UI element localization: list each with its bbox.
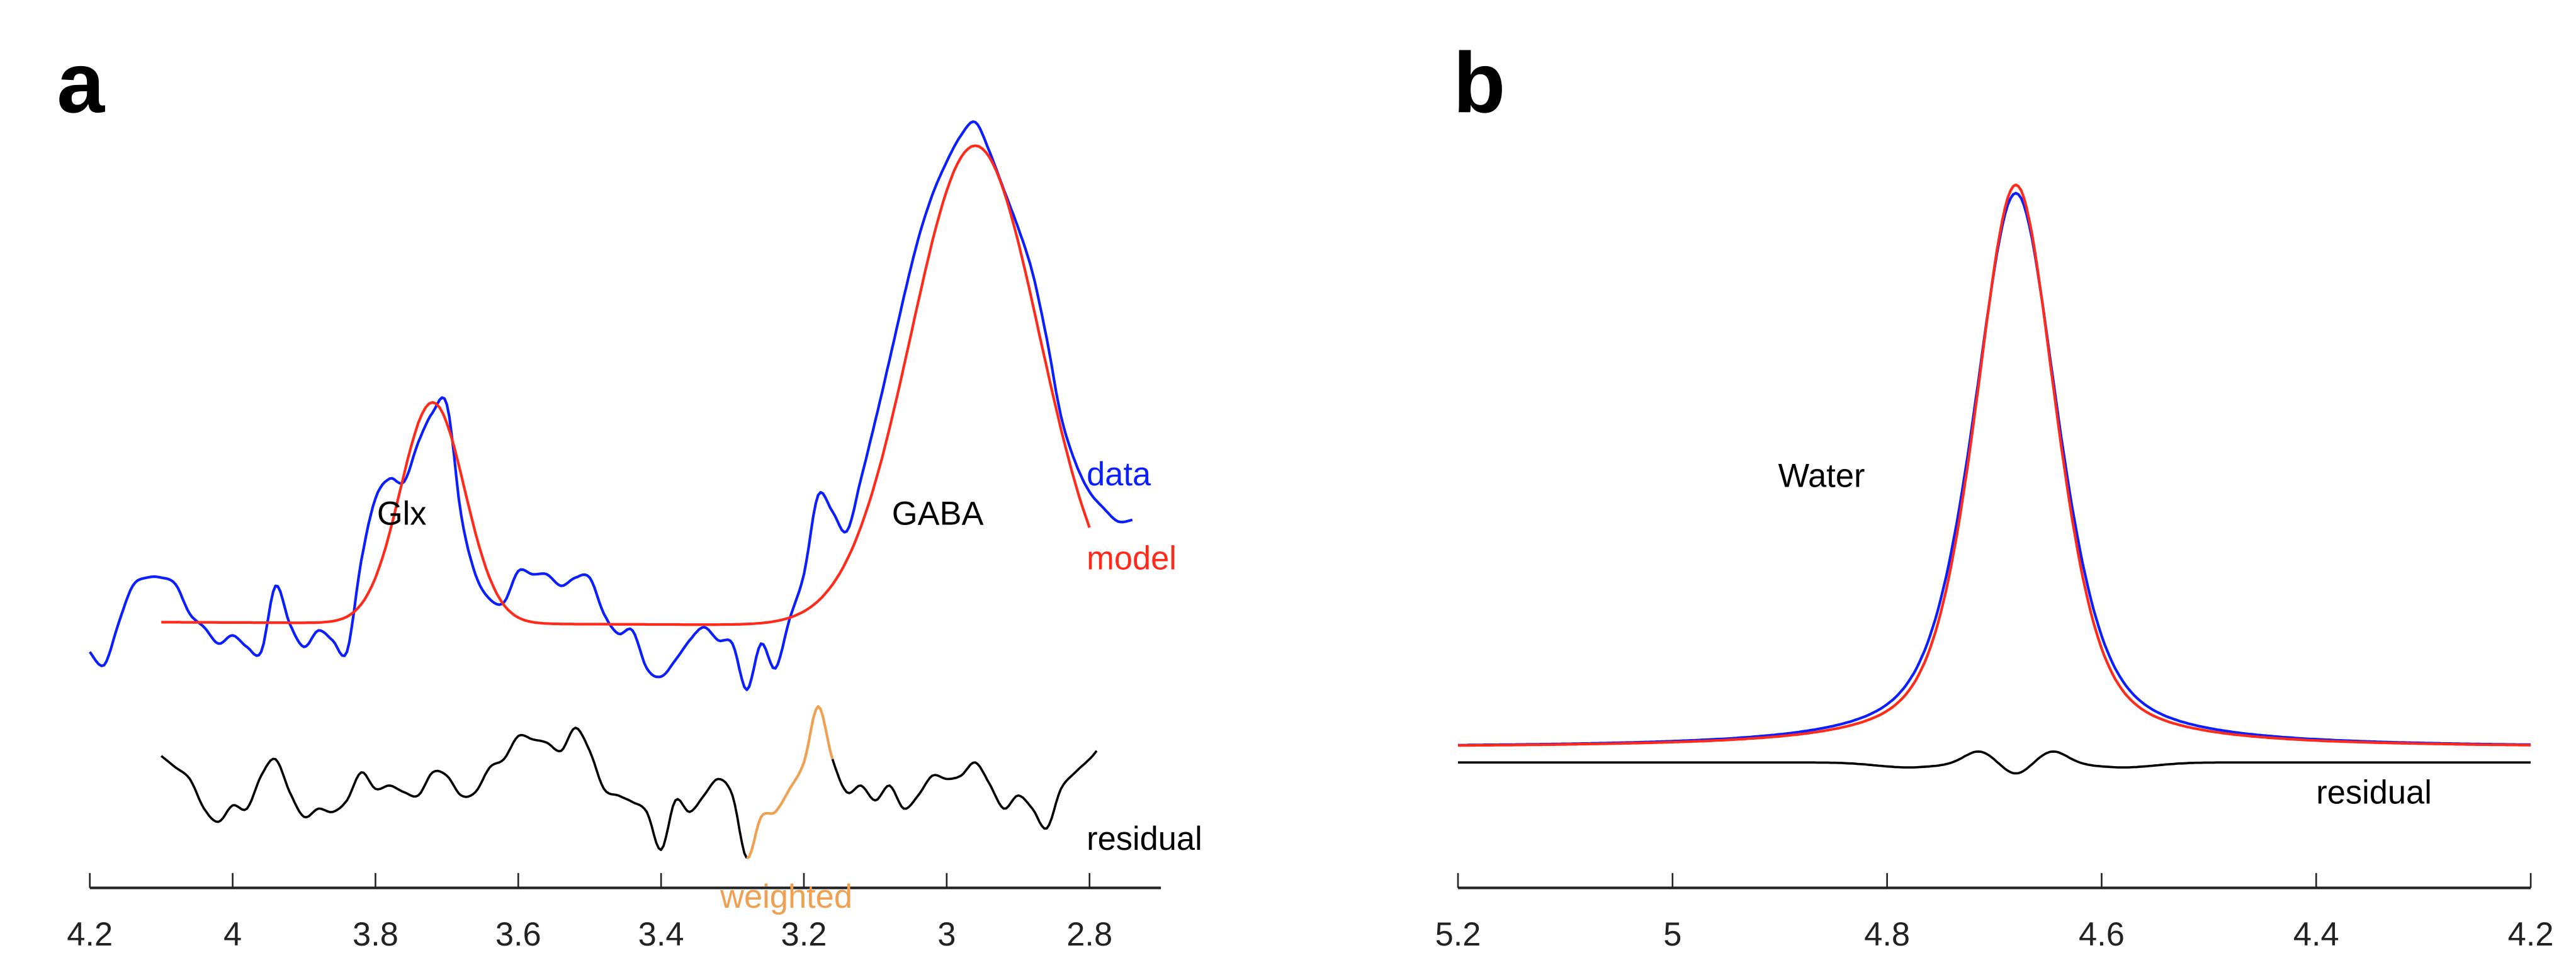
panel-b: 5.2 5 4.8 4.6 4.4 4.2 <box>1435 183 2554 953</box>
residual-curve-a <box>160 726 749 859</box>
x-tick-label: 4.2 <box>67 917 113 953</box>
residual-curve-a-right <box>831 750 1098 830</box>
water-label: Water <box>1778 458 1865 494</box>
x-tick-label: 3.4 <box>638 917 684 953</box>
gaba-label: GABA <box>892 496 984 533</box>
panel-label-b: b <box>1453 35 1505 130</box>
panel-a: 4.2 4 3.8 3.6 3.4 3.2 3 2.8 <box>67 120 1161 953</box>
x-tick-label: 3.6 <box>495 917 541 953</box>
x-tick-label: 3 <box>937 917 956 953</box>
model-curve-b <box>1458 183 2531 747</box>
x-tick-label: 5 <box>1663 917 1681 953</box>
data-legend: data <box>1087 456 1151 493</box>
residual-curve-b <box>1458 750 2531 775</box>
x-tick-label: 4.8 <box>1864 917 1910 953</box>
x-tick-label: 5.2 <box>1435 917 1481 953</box>
x-tick-label: 4.6 <box>2079 917 2125 953</box>
x-tick-label: 4 <box>223 917 242 953</box>
x-tick-label: 3.2 <box>781 917 827 953</box>
model-curve-a <box>161 144 1091 626</box>
glx-label: Glx <box>377 496 427 533</box>
x-tick-label: 4.4 <box>2293 917 2339 953</box>
residual-label-a: residual <box>1087 821 1202 857</box>
x-tick-label: 3.8 <box>353 917 398 953</box>
panel-label-a: a <box>57 35 105 130</box>
residual-label-b: residual <box>2316 775 2432 811</box>
x-tick-label: 2.8 <box>1066 917 1112 953</box>
weighted-label: weighted <box>720 879 852 915</box>
data-curve-a <box>88 120 1133 691</box>
weighted-residual-curve <box>746 704 834 860</box>
model-legend: model <box>1087 540 1177 577</box>
x-tick-label: 4.2 <box>2508 917 2554 953</box>
